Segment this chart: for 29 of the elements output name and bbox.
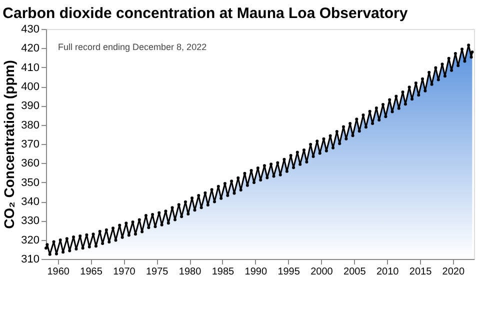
y-tick-label: 360 xyxy=(21,158,40,170)
x-tick-label: 1985 xyxy=(212,266,235,278)
y-tick-label: 430 xyxy=(21,24,40,36)
y-tick-label: 390 xyxy=(21,100,40,112)
y-tick-label: 410 xyxy=(21,62,40,74)
y-tick-label: 330 xyxy=(21,215,40,228)
x-tick-label: 2010 xyxy=(376,266,400,278)
x-tick-label: 2000 xyxy=(310,266,334,278)
x-tick-label: 2005 xyxy=(344,266,366,278)
x-tick-label: 1995 xyxy=(278,266,300,278)
x-tick-label: 1970 xyxy=(113,266,136,278)
y-tick-label: 340 xyxy=(21,196,40,208)
x-tick-label: 2020 xyxy=(442,266,465,278)
y-tick-label: 350 xyxy=(21,176,40,189)
y-tick-label: 420 xyxy=(21,42,40,55)
x-tick-label: 1975 xyxy=(146,266,169,278)
x-tick-label: 1960 xyxy=(47,266,70,278)
y-tick-label: 320 xyxy=(21,234,40,246)
x-tick-label: 1990 xyxy=(244,266,268,278)
chart-title: Carbon dioxide concentration at Mauna Loa Observatory xyxy=(2,5,408,22)
x-tick-label: 2015 xyxy=(409,266,432,278)
y-axis-title: CO₂ Concentration (ppm) xyxy=(1,60,18,229)
x-tick-label: 1965 xyxy=(80,266,103,278)
y-tick-label: 370 xyxy=(21,138,40,150)
x-tick-label: 1980 xyxy=(178,266,202,278)
y-tick-label: 400 xyxy=(21,81,40,93)
y-tick-label: 380 xyxy=(21,119,40,132)
annotation: Full record ending December 8, 2022 xyxy=(58,42,207,52)
y-tick-label: 310 xyxy=(21,254,40,266)
